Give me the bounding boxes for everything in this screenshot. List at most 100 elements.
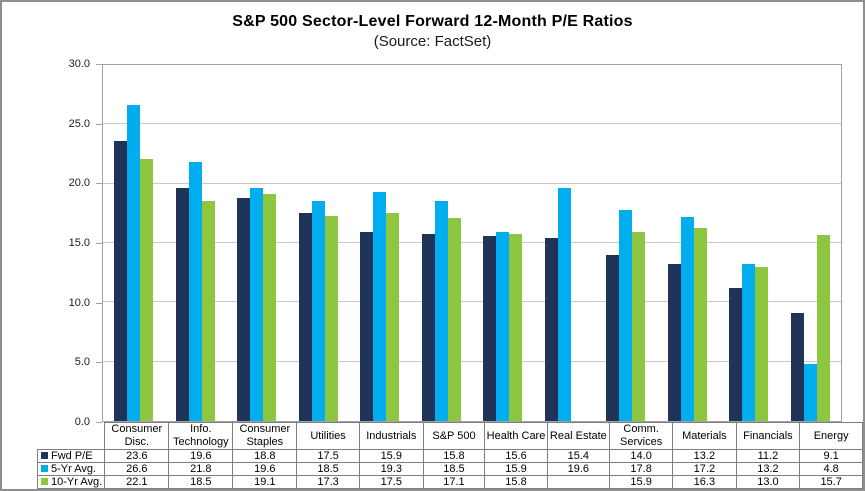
bar-group-info-technology [165, 65, 227, 421]
y-axis-tick-mark [96, 243, 102, 244]
bar-5-yr-avg-s-p-500 [434, 201, 448, 421]
value-cell-10-yr-avg-consumer-disc: 22.1 [104, 475, 170, 489]
bar-fwd-p-e-energy [790, 313, 804, 421]
bar-10-yr-avg-energy [816, 234, 830, 421]
y-axis-tick-mark [96, 362, 102, 364]
table-row-5-yr-avg: 5-Yr Avg. 26.6 21.8 19.6 18.5 19.3 18.5 15.9 19.… [36, 462, 863, 476]
y-axis-tick-label-10.0: 10.0 [68, 296, 90, 309]
category-header-cell-comm-services: Comm. Services [609, 422, 674, 450]
bar-fwd-p-e-s-p-500 [421, 233, 435, 421]
bar-10-yr-avg-consumer-disc [140, 158, 154, 421]
value-cell-10-yr-avg-health-care: 15.8 [484, 475, 548, 489]
category-header-cell-energy: Energy [799, 422, 863, 450]
y-axis-tick-label-15.0: 15.0 [68, 237, 90, 249]
bar-10-yr-avg-industrials [386, 213, 400, 421]
value-cell-10-yr-avg-consumer-staples: 19.1 [232, 475, 298, 489]
value-cell-5-yr-avg-consumer-disc: 26.6 [104, 462, 170, 476]
value-cell-fwd-p-e-comm-services: 14.0 [609, 449, 674, 463]
value-cell-5-yr-avg-consumer-staples: 19.6 [232, 462, 298, 476]
legend-cell-10-yr-avg: 10-Yr Avg. [36, 475, 106, 489]
legend-label-10-yr-avg: 10-Yr Avg. [51, 476, 103, 488]
bar-10-yr-avg-financials [755, 266, 769, 421]
bar-fwd-p-e-financials [729, 288, 743, 421]
bar-fwd-p-e-consumer-staples [237, 197, 251, 421]
legend-label-fwd-p-e: Fwd P/E [51, 450, 93, 462]
value-cell-10-yr-avg-s-p-500: 17.1 [422, 475, 486, 489]
bar-group-energy [780, 65, 842, 421]
chart-title: S&P 500 Sector-Level Forward 12-Month P/… [232, 13, 633, 30]
bar-fwd-p-e-comm-services [606, 254, 620, 421]
bar-5-yr-avg-consumer-staples [250, 188, 264, 421]
value-cell-5-yr-avg-utilities: 18.5 [296, 462, 360, 476]
bar-10-yr-avg-consumer-staples [263, 194, 277, 421]
legend-swatch-5-yr-avg [41, 464, 48, 472]
bar-5-yr-avg-utilities [311, 201, 325, 421]
y-axis-tick-label-0.0: 0.0 [74, 416, 90, 428]
gridline-10 [103, 301, 841, 303]
value-cell-fwd-p-e-real-estate: 15.4 [546, 449, 611, 463]
value-cell-5-yr-avg-info-technology: 21.8 [168, 462, 234, 476]
legend-cell-5-yr-avg: 5-Yr Avg. [36, 462, 106, 476]
y-axis-tick-mark [96, 123, 102, 125]
legend-cell-fwd-p-e: Fwd P/E [36, 449, 106, 463]
bar-5-yr-avg-info-technology [188, 162, 202, 421]
value-cell-fwd-p-e-financials: 11.2 [735, 449, 801, 463]
value-cell-5-yr-avg-s-p-500: 18.5 [422, 462, 486, 476]
bar-10-yr-avg-utilities [324, 215, 338, 421]
y-axis-tick-label-25.0: 25.0 [68, 117, 90, 130]
value-cell-10-yr-avg-real-estate [546, 475, 611, 489]
value-cell-10-yr-avg-industrials: 17.5 [358, 475, 424, 489]
value-cell-10-yr-avg-materials: 16.3 [672, 475, 737, 489]
bar-5-yr-avg-health-care [496, 232, 510, 421]
gridline-20 [103, 182, 841, 184]
value-cell-10-yr-avg-comm-services: 15.9 [609, 475, 674, 489]
value-cell-5-yr-avg-materials: 17.2 [672, 462, 737, 476]
value-cell-fwd-p-e-materials: 13.2 [672, 449, 737, 463]
legend-swatch-10-yr-avg [41, 477, 48, 485]
value-cell-fwd-p-e-industrials: 15.9 [358, 449, 424, 463]
bar-fwd-p-e-materials [667, 264, 681, 421]
value-cell-5-yr-avg-financials: 13.2 [735, 462, 801, 476]
bar-group-real-estate [534, 65, 596, 421]
bar-10-yr-avg-health-care [509, 233, 523, 421]
bar-fwd-p-e-health-care [483, 235, 497, 421]
bar-fwd-p-e-info-technology [175, 188, 189, 421]
value-cell-fwd-p-e-info-technology: 19.6 [168, 449, 234, 463]
bar-5-yr-avg-energy [803, 364, 817, 421]
bar-group-utilities [288, 65, 350, 421]
bar-group-comm-services [595, 65, 657, 421]
bar-10-yr-avg-info-technology [201, 201, 215, 421]
bar-group-consumer-disc [103, 65, 165, 421]
bar-5-yr-avg-financials [742, 264, 756, 421]
legend-swatch-fwd-p-e [41, 451, 48, 459]
gridline-5 [103, 360, 841, 362]
legend-label-5-yr-avg: 5-Yr Avg. [51, 463, 97, 475]
y-axis-tick-mark [96, 64, 102, 65]
bar-group-consumer-staples [226, 65, 288, 421]
category-header-cell-industrials: Industrials [358, 422, 424, 450]
bar-5-yr-avg-materials [680, 216, 694, 421]
bar-group-materials [657, 65, 719, 421]
value-cell-fwd-p-e-utilities: 17.5 [296, 449, 360, 463]
bar-group-financials [718, 65, 780, 421]
category-header-cell-s-p-500: S&P 500 [422, 422, 486, 450]
category-header-cell-materials: Materials [672, 422, 737, 450]
value-cell-10-yr-avg-energy: 15.7 [799, 475, 863, 489]
value-cell-10-yr-avg-utilities: 17.3 [296, 475, 360, 489]
bar-5-yr-avg-industrials [373, 191, 387, 421]
bar-group-health-care [472, 65, 534, 421]
bar-fwd-p-e-real-estate [544, 238, 558, 421]
value-cell-10-yr-avg-financials: 13.0 [735, 475, 801, 489]
category-header-cell-financials: Financials [735, 422, 801, 450]
table-corner-cell [38, 423, 105, 450]
plot-area [102, 64, 842, 422]
y-axis-tick-mark [96, 422, 102, 423]
bar-group-s-p-500 [411, 65, 473, 421]
category-header-cell-consumer-disc: Consumer Disc. [104, 422, 170, 450]
value-cell-5-yr-avg-health-care: 15.9 [484, 462, 548, 476]
bar-fwd-p-e-industrials [360, 232, 374, 421]
table-row-fwd-p-e: Fwd P/E 23.6 19.6 18.8 17.5 15.9 15.8 15.6 15.4 1… [36, 449, 863, 463]
table-header-row: Consumer Disc. Info. Technology Consumer S… [38, 422, 863, 450]
y-axis-tick-label-30.0: 30.0 [68, 58, 90, 70]
